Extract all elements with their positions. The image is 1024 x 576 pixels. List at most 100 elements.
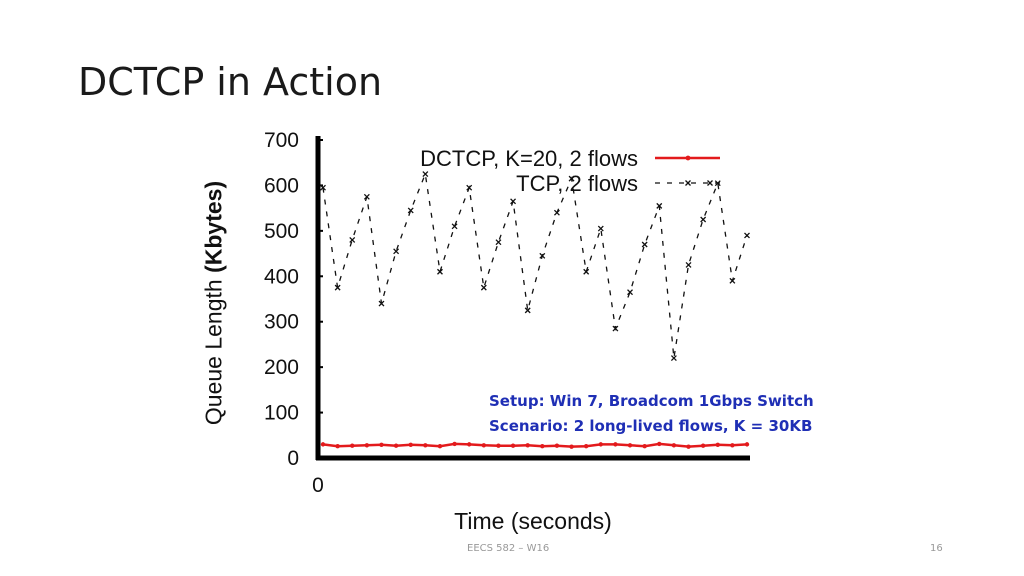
tcp-marker-stroke	[612, 325, 619, 332]
dctcp-data-point	[350, 443, 355, 448]
dctcp-data-point	[671, 443, 677, 448]
tcp-data-point	[627, 289, 633, 296]
tcp-marker-stroke	[422, 171, 429, 178]
y-axis-label: Queue Length (Kbytes)	[201, 181, 228, 425]
dctcp-data-point	[364, 443, 370, 448]
dctcp-data-point	[510, 443, 516, 448]
tcp-data-point	[437, 268, 443, 275]
legend-swatch-marker	[707, 180, 713, 186]
series-line-tcp	[322, 171, 748, 359]
chart-axes: 0 100 200 300 400 500 600 700 0	[264, 129, 750, 497]
tcp-data-point	[524, 307, 531, 314]
tcp-data-point	[612, 325, 619, 332]
dctcp-data-point	[569, 444, 574, 449]
y-tick-label: 700	[264, 129, 299, 152]
tcp-data-point	[422, 171, 429, 178]
tcp-marker-stroke	[407, 207, 414, 214]
tcp-marker-stroke	[744, 232, 750, 239]
tcp-data-point	[641, 241, 648, 248]
tcp-marker-stroke	[524, 307, 531, 314]
y-tick-label: 200	[264, 356, 299, 379]
y-axis-label-bold: (Kbytes)	[200, 180, 227, 273]
tcp-marker-stroke	[451, 223, 458, 230]
tcp-marker-stroke	[568, 175, 575, 182]
tcp-marker-stroke	[700, 216, 707, 223]
dctcp-data-point	[379, 442, 384, 448]
x-axis-label: Time (seconds)	[454, 508, 612, 534]
dctcp-data-point	[627, 443, 633, 448]
tcp-marker-stroke	[334, 284, 341, 291]
tcp-marker-stroke	[378, 300, 385, 307]
tcp-data-point	[320, 184, 326, 191]
dctcp-data-point	[583, 443, 589, 449]
dctcp-data-point	[686, 444, 691, 449]
dctcp-data-point	[423, 443, 428, 448]
dctcp-data-point	[467, 442, 472, 447]
tcp-data-point	[553, 209, 560, 216]
dctcp-data-point	[715, 442, 720, 448]
tcp-data-point	[480, 284, 487, 291]
tcp-data-point	[700, 216, 707, 223]
tcp-marker-stroke	[320, 184, 326, 191]
page-number: 16	[930, 543, 943, 554]
legend-marker-stroke	[685, 180, 691, 186]
dctcp-data-point	[657, 441, 662, 447]
dctcp-data-point	[598, 442, 603, 447]
dctcp-data-point	[540, 443, 545, 449]
y-tick-label: 300	[264, 311, 299, 334]
dctcp-data-point	[320, 442, 326, 447]
tcp-data-point	[510, 198, 517, 205]
slide-title: DCTCP in Action	[78, 60, 383, 104]
dctcp-data-point	[613, 442, 618, 447]
tcp-data-point	[407, 207, 414, 214]
dctcp-data-point	[437, 443, 443, 449]
tcp-data-point	[393, 248, 400, 255]
tcp-data-point	[656, 202, 663, 209]
tcp-data-point	[466, 184, 473, 191]
legend-swatch-marker	[685, 155, 691, 161]
tcp-data-point	[539, 252, 546, 259]
legend-marker-stroke	[707, 180, 713, 186]
dctcp-data-point	[496, 443, 501, 448]
tcp-data-point	[670, 355, 677, 362]
tcp-marker-stroke	[349, 236, 356, 243]
tcp-marker-stroke	[363, 193, 370, 200]
tcp-marker-stroke	[393, 248, 400, 255]
tcp-data-point	[349, 236, 356, 243]
tcp-marker-stroke	[480, 284, 487, 291]
y-tick-label: 400	[264, 265, 299, 288]
tcp-marker-stroke	[670, 355, 677, 362]
tcp-data-point	[685, 261, 692, 268]
tcp-marker-stroke	[583, 268, 590, 275]
tcp-data-point	[583, 268, 590, 275]
y-tick-label: 600	[264, 174, 299, 197]
y-tick-label: 0	[287, 447, 299, 470]
dctcp-data-point	[481, 443, 487, 448]
tcp-marker-stroke	[495, 239, 502, 246]
dctcp-data-point	[744, 442, 750, 447]
legend-swatch-marker	[685, 180, 691, 186]
tcp-marker-stroke	[466, 184, 473, 191]
slide-footer: EECS 582 – W16	[467, 543, 550, 554]
tcp-marker-stroke	[729, 277, 736, 284]
x-tick-label: 0	[312, 474, 324, 497]
tcp-marker-stroke	[627, 289, 633, 296]
tcp-data-point	[597, 225, 604, 232]
setup-line: Setup: Win 7, Broadcom 1Gbps Switch	[489, 392, 814, 410]
setup-annotation: Setup: Win 7, Broadcom 1Gbps Switch Scen…	[489, 389, 814, 439]
dctcp-data-point	[393, 443, 399, 448]
tcp-marker-stroke	[539, 252, 546, 259]
tcp-marker-stroke	[597, 225, 604, 232]
y-tick-label: 100	[264, 402, 299, 425]
tcp-data-point	[378, 300, 385, 307]
tcp-data-point	[451, 223, 458, 230]
tcp-marker-stroke	[553, 209, 560, 216]
tcp-marker-stroke	[656, 202, 663, 209]
tcp-data-point	[334, 284, 341, 291]
legend-label: TCP, 2 flows	[516, 171, 638, 196]
dctcp-data-point	[452, 441, 457, 447]
y-tick-label: 500	[264, 220, 299, 243]
tcp-data-point	[363, 193, 370, 200]
legend-label: DCTCP, K=20, 2 flows	[420, 146, 638, 171]
